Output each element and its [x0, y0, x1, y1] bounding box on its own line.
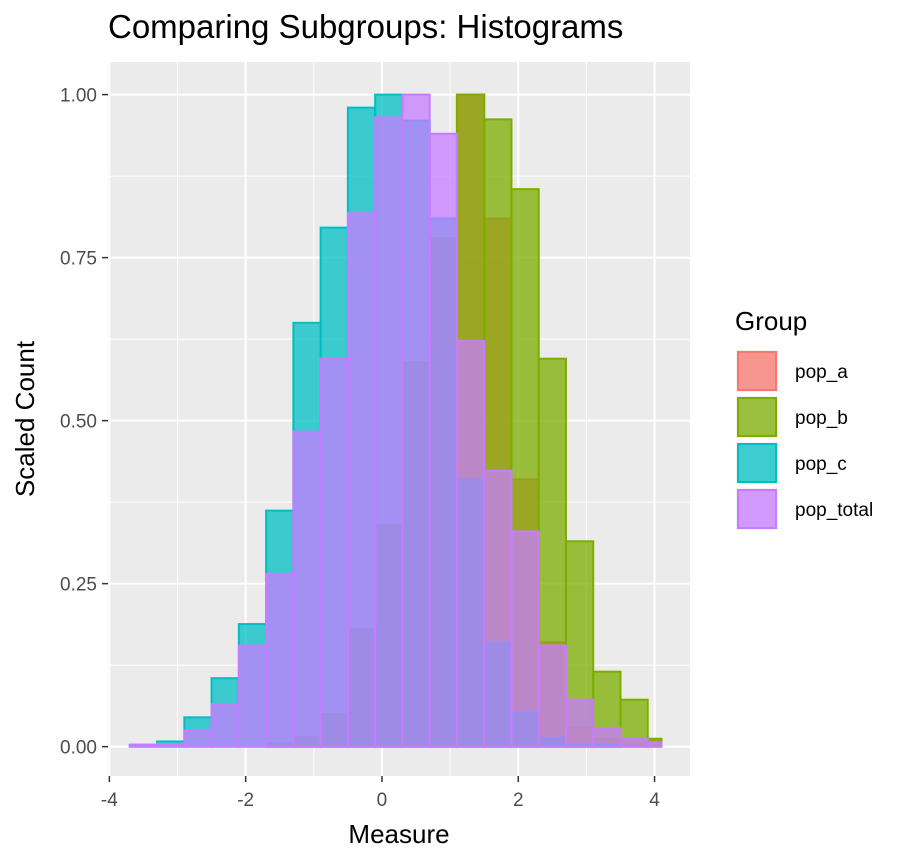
- legend: Group pop_a pop_b pop_c pop_total: [735, 306, 873, 530]
- bar-pop-total: [619, 737, 649, 748]
- bar-pop-total: [483, 469, 513, 748]
- x-tick-label: 2: [513, 790, 524, 811]
- bars-layer: [128, 93, 663, 748]
- legend-label-pop-a: pop_a: [795, 362, 848, 383]
- bar-pop-total: [183, 729, 213, 748]
- x-tick-label: 4: [649, 790, 660, 811]
- series-pop-total: [128, 93, 663, 748]
- bar-pop-total: [265, 572, 295, 748]
- bar-pop-total: [374, 116, 404, 748]
- bar-pop-total: [510, 530, 540, 748]
- x-tick-label: -4: [101, 790, 118, 811]
- legend-label-pop-total: pop_total: [795, 500, 873, 521]
- bar-pop-total: [319, 357, 349, 748]
- y-tick-label: 0.25: [60, 575, 97, 596]
- bar-pop-total: [592, 727, 622, 748]
- legend-swatch-pop-a: [737, 351, 777, 391]
- legend-title: Group: [735, 306, 807, 336]
- legend-swatch-pop-b: [737, 397, 777, 437]
- x-axis-title: Measure: [348, 819, 449, 849]
- y-tick-label: 0.00: [60, 738, 97, 759]
- axes-layer: -4 -2 0 2 4 0.00 0.25 0.50 0.75 1.00: [60, 86, 660, 811]
- x-tick-label: -2: [237, 790, 254, 811]
- y-tick-label: 0.50: [60, 412, 97, 433]
- bar-pop-total: [210, 703, 240, 748]
- bar-pop-total: [292, 430, 322, 748]
- legend-swatch-pop-c: [737, 443, 777, 483]
- legend-label-pop-c: pop_c: [795, 454, 847, 475]
- bar-pop-total: [346, 212, 377, 748]
- bar-pop-total: [646, 741, 663, 748]
- y-axis-title: Scaled Count: [10, 340, 40, 497]
- bar-pop-total: [237, 644, 268, 748]
- bar-pop-total: [128, 743, 159, 748]
- bar-pop-total: [455, 340, 486, 748]
- chart-title: Comparing Subgroups: Histograms: [108, 8, 623, 45]
- bar-pop-total: [537, 644, 567, 748]
- legend-swatch-pop-total: [737, 489, 777, 529]
- y-tick-label: 0.75: [60, 249, 97, 270]
- legend-label-pop-b: pop_b: [795, 408, 848, 429]
- bar-pop-total: [156, 743, 186, 748]
- x-tick-label: 0: [377, 790, 388, 811]
- bar-pop-total: [564, 698, 595, 748]
- bar-pop-total: [401, 93, 431, 748]
- bar-pop-total: [428, 132, 458, 748]
- y-tick-label: 1.00: [60, 86, 97, 107]
